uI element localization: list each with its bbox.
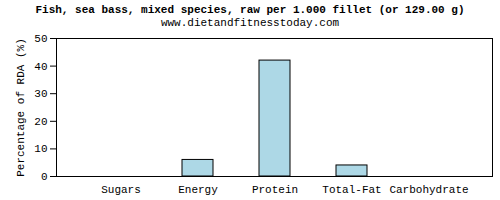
svg-text:30: 30 [34, 88, 47, 100]
svg-text:20: 20 [34, 116, 47, 128]
svg-text:Percentage of RDA (%): Percentage of RDA (%) [15, 38, 27, 177]
svg-text:Sugars: Sugars [101, 184, 141, 196]
svg-text:Total-Fat: Total-Fat [322, 184, 381, 196]
svg-text:Carbohydrate: Carbohydrate [389, 184, 468, 196]
svg-text:0: 0 [41, 171, 48, 183]
svg-text:Protein: Protein [252, 184, 298, 196]
svg-text:10: 10 [34, 143, 47, 155]
svg-text:Energy: Energy [178, 184, 218, 196]
svg-text:50: 50 [34, 33, 47, 45]
html-text:Fish, sea bass, mixed species,: Fish, sea bass, mixed species, raw per 1… [35, 4, 465, 16]
svg-text:40: 40 [34, 61, 47, 73]
html-text:www.dietandfitnesstoday.com: www.dietandfitnesstoday.com [160, 17, 340, 29]
